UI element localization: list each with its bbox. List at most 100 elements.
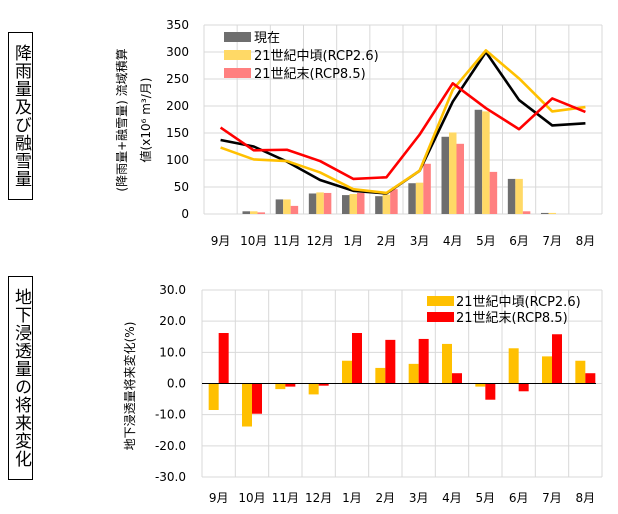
x-tick-label: 11月 bbox=[273, 234, 300, 248]
x-tick-label: 4月 bbox=[442, 491, 462, 505]
bar-mid bbox=[449, 132, 457, 214]
bar-mid bbox=[208, 383, 219, 410]
bar-end bbox=[485, 383, 496, 400]
bar-mid bbox=[475, 383, 486, 387]
x-tick-label: 11月 bbox=[272, 491, 299, 505]
y-tick-label: 20.0 bbox=[159, 314, 186, 328]
bar-end bbox=[456, 143, 464, 214]
bar-mid bbox=[316, 192, 324, 214]
x-tick-label: 9月 bbox=[211, 234, 231, 248]
bar-mid bbox=[548, 212, 556, 214]
bar-current bbox=[541, 212, 549, 214]
bar-current bbox=[242, 211, 250, 214]
bar-current bbox=[342, 195, 350, 214]
bar-end bbox=[585, 373, 596, 384]
x-tick-label: 6月 bbox=[509, 234, 529, 248]
bar-mid bbox=[515, 178, 523, 214]
y-axis-label: 地下浸透量将来変化(%) bbox=[122, 322, 137, 451]
y-tick-label: 200 bbox=[166, 99, 189, 113]
bar-end bbox=[252, 383, 262, 414]
bar-end bbox=[423, 163, 431, 214]
x-tick-label: 7月 bbox=[542, 234, 562, 248]
y-tick-label: -10.0 bbox=[155, 408, 186, 422]
bar-current bbox=[507, 178, 516, 214]
bar-mid bbox=[342, 360, 352, 384]
bar-mid bbox=[415, 182, 424, 214]
legend-swatch bbox=[224, 32, 251, 42]
bar-current bbox=[375, 196, 383, 214]
x-tick-label: 1月 bbox=[343, 234, 363, 248]
bar-mid bbox=[482, 111, 490, 214]
bar-end bbox=[390, 189, 398, 214]
y-tick-label: 0.0 bbox=[167, 377, 186, 391]
bar-mid bbox=[308, 383, 319, 395]
bar-mid bbox=[575, 360, 586, 384]
bar-end bbox=[318, 383, 329, 386]
bar-mid bbox=[250, 211, 258, 214]
bar-mid bbox=[442, 343, 452, 384]
bar-current bbox=[474, 109, 483, 214]
bar-mid bbox=[283, 199, 291, 214]
bar-end bbox=[218, 333, 229, 384]
legend-swatch bbox=[427, 296, 454, 306]
x-tick-label: 4月 bbox=[443, 234, 463, 248]
bar-mid bbox=[508, 348, 519, 384]
infiltration-chart: -30.0 -20.0 -10.0 0.0 10.0 20.0 30.0 9月 10月 11月 12… bbox=[122, 283, 603, 505]
bar-mid bbox=[542, 356, 552, 384]
y-tick-label: 10.0 bbox=[159, 345, 186, 359]
precip-panel-label: 降雨量及び融雪量 bbox=[8, 32, 33, 200]
x-tick-label: 2月 bbox=[376, 491, 396, 505]
bar-end bbox=[323, 192, 332, 214]
x-tick-label: 5月 bbox=[476, 491, 496, 505]
legend-label: 21世紀末(RCP8.5) bbox=[456, 311, 568, 326]
x-tick-label: 10月 bbox=[238, 491, 265, 505]
bar-mid bbox=[408, 363, 419, 384]
legend-label: 21世紀末(RCP8.5) bbox=[254, 67, 366, 82]
y-tick-label: 150 bbox=[166, 126, 189, 140]
infiltration-panel-label: 地下浸透量の将来変化 bbox=[8, 276, 33, 480]
bar-end bbox=[357, 192, 365, 214]
x-tick-label: 3月 bbox=[409, 491, 429, 505]
x-tick-label: 2月 bbox=[377, 234, 397, 248]
y-tick-label: 50 bbox=[174, 180, 189, 194]
bar-current bbox=[441, 136, 449, 214]
y-tick-label: 30.0 bbox=[159, 283, 186, 297]
line-mid bbox=[220, 49, 586, 195]
bar-end bbox=[352, 333, 362, 384]
x-tick-label: 12月 bbox=[305, 491, 332, 505]
x-tick-label: 12月 bbox=[306, 234, 333, 248]
bar-end bbox=[285, 383, 296, 387]
x-tick-label: 10月 bbox=[240, 234, 267, 248]
bar-end bbox=[257, 212, 265, 214]
legend-label: 21世紀中頃(RCP2.6) bbox=[254, 49, 379, 64]
bar-end bbox=[452, 373, 462, 384]
bar-end bbox=[522, 211, 531, 214]
legend-swatch bbox=[224, 50, 251, 60]
x-tick-label: 8月 bbox=[576, 234, 596, 248]
x-tick-label: 5月 bbox=[476, 234, 496, 248]
bar-mid bbox=[275, 383, 286, 390]
legend-swatch bbox=[427, 312, 454, 322]
y-tick-label: 300 bbox=[166, 45, 189, 59]
legend-label: 21世紀中頃(RCP2.6) bbox=[456, 295, 581, 310]
legend-label: 現在 bbox=[254, 31, 280, 46]
x-tick-label: 9月 bbox=[209, 491, 229, 505]
line-end bbox=[219, 82, 586, 181]
y-tick-label: 100 bbox=[166, 153, 189, 167]
bar-mid bbox=[375, 367, 386, 384]
precip-chart: 0 50 100 150 200 250 300 350 9月 10月 11月 12月 1月 2月 3月 4月… bbox=[114, 18, 603, 248]
bar-end bbox=[418, 338, 429, 384]
y-tick-label: -20.0 bbox=[155, 439, 186, 453]
y-axis-label-line2: 値(x10⁶ m³/月) bbox=[138, 78, 153, 163]
y-tick-label: 350 bbox=[166, 18, 189, 32]
y-tick-label: 250 bbox=[166, 72, 189, 86]
y-tick-label: 0 bbox=[181, 207, 189, 221]
legend-swatch bbox=[224, 68, 251, 78]
bar-current bbox=[275, 199, 284, 214]
bar-mid bbox=[382, 194, 391, 214]
y-axis-label-line1: (降雨量+融雪量) 流域積算 bbox=[114, 48, 129, 191]
bar-end bbox=[518, 383, 529, 392]
x-tick-label: 7月 bbox=[542, 491, 562, 505]
bar-mid bbox=[242, 383, 252, 427]
